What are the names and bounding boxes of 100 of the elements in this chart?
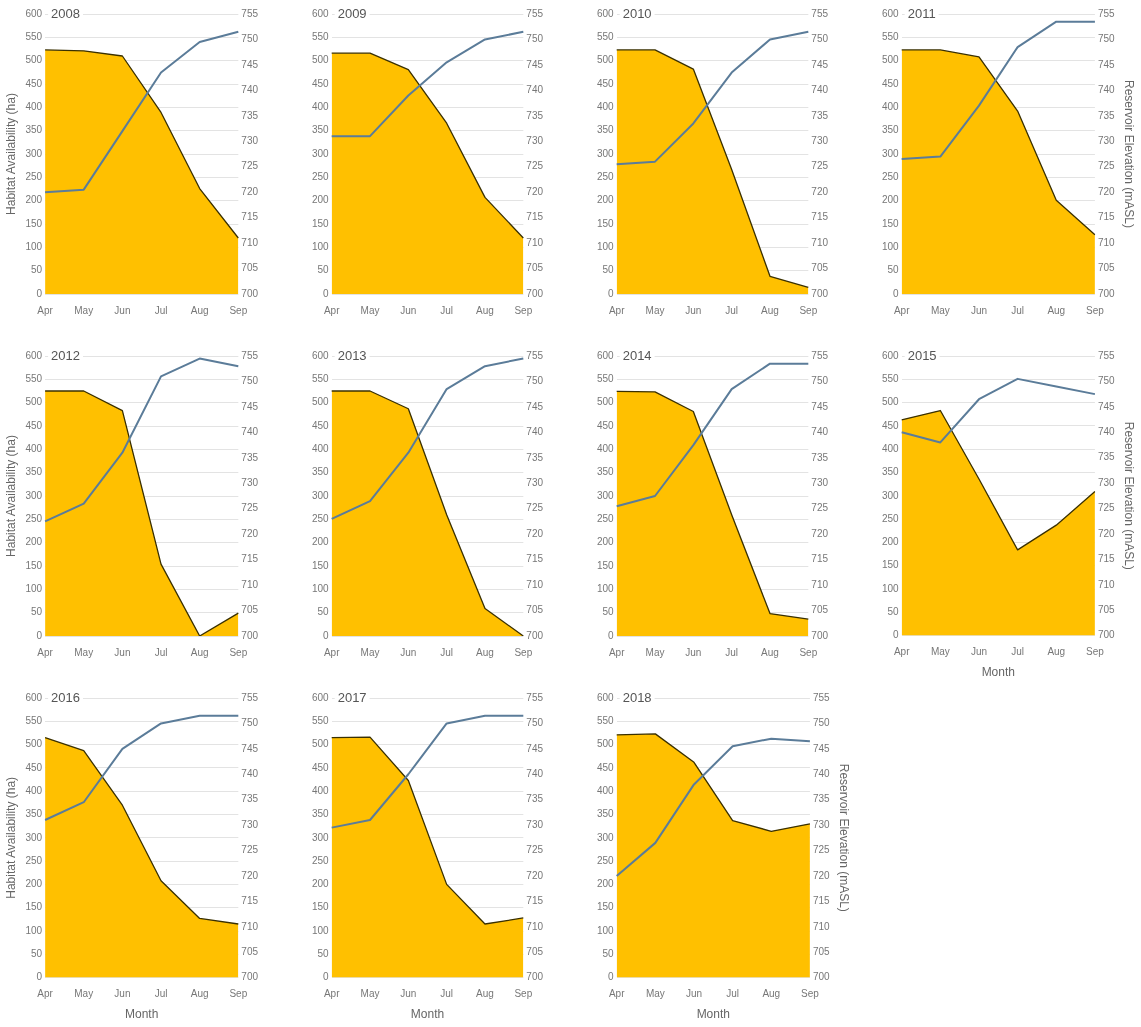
y-tick-label: 250 — [597, 513, 615, 525]
x-tick-label: Sep — [514, 304, 533, 316]
y-tick-label: 450 — [597, 419, 615, 431]
y-tick-label: 600 — [312, 349, 330, 361]
x-tick-label: Jul — [1011, 646, 1025, 658]
x-tick-label: Jun — [970, 304, 988, 316]
y2-tick-label: 730 — [241, 135, 259, 147]
x-tick-label: Sep — [229, 646, 248, 658]
y2-tick-label: 710 — [241, 236, 259, 248]
chart-title: 2014 — [622, 347, 652, 363]
y-tick-label: 300 — [882, 147, 900, 159]
y-tick-label: 550 — [25, 715, 43, 727]
y2-tick-label: 720 — [241, 869, 259, 881]
y-tick-label: 200 — [25, 878, 43, 890]
x-tick-label: Sep — [514, 988, 533, 1000]
y-tick-label: 300 — [312, 489, 330, 501]
y-tick-label: 250 — [312, 513, 330, 525]
x-tick-label: Jun — [685, 646, 702, 658]
y2-tick-label: 740 — [241, 84, 259, 96]
y-tick-label: 100 — [597, 241, 615, 253]
x-tick-label: Apr — [37, 988, 54, 1000]
x-tick-label: May — [74, 646, 94, 658]
y2-tick-label: 740 — [526, 426, 544, 438]
y2-tick-label: 735 — [526, 451, 544, 463]
y-tick-label: 200 — [882, 536, 900, 548]
y2-tick-label: 725 — [526, 844, 544, 856]
y-axis-title: Habitat Availability (ha) — [3, 93, 18, 215]
y-tick-label: 500 — [597, 738, 615, 750]
y2-tick-label: 725 — [526, 160, 544, 172]
x-tick-label: May — [930, 646, 950, 658]
y-tick-label: 400 — [25, 443, 43, 455]
y-tick-label: 600 — [882, 7, 900, 19]
y2-tick-label: 750 — [1097, 375, 1116, 387]
chart-title: 2010 — [622, 5, 652, 21]
x-tick-label: Jul — [726, 988, 740, 1000]
x-tick-label: Sep — [229, 304, 248, 316]
y-tick-label: 500 — [25, 54, 43, 66]
y2-tick-label: 720 — [241, 185, 259, 197]
y2-tick-label: 730 — [811, 135, 829, 147]
y2-tick-label: 730 — [1097, 135, 1116, 147]
y2-tick-label: 705 — [812, 945, 831, 957]
y-tick-label: 500 — [882, 54, 900, 66]
y-tick-label: 200 — [312, 194, 330, 206]
y2-tick-label: 725 — [526, 502, 544, 514]
x-tick-label: Sep — [799, 646, 818, 658]
y2-tick-label: 740 — [1097, 426, 1116, 437]
y-tick-label: 550 — [25, 31, 43, 43]
y2-tick-label: 700 — [1097, 287, 1116, 299]
y-tick-label: 550 — [25, 373, 43, 385]
y-tick-label: 100 — [312, 924, 330, 936]
y2-tick-label: 740 — [526, 768, 544, 779]
y2-tick-label: 740 — [241, 768, 259, 779]
y-tick-label: 150 — [882, 559, 900, 571]
x-tick-label: Sep — [514, 646, 533, 658]
y-tick-label: 450 — [597, 77, 615, 89]
x-axis-title: Month — [410, 1007, 445, 1022]
y2-tick-label: 710 — [811, 236, 829, 248]
y-tick-label: 150 — [25, 217, 43, 229]
y-tick-label: 50 — [317, 264, 330, 276]
y-tick-label: 200 — [25, 536, 43, 548]
y-tick-label: 350 — [25, 124, 43, 136]
chart-title: 2009 — [337, 5, 367, 21]
y2-axis-title: Reservoir Elevation (mASL) — [837, 763, 852, 912]
y2-tick-label: 715 — [241, 895, 259, 907]
y-tick-label: 450 — [312, 419, 330, 431]
y-tick-label: 0 — [893, 629, 900, 641]
x-tick-label: Aug — [190, 304, 209, 316]
x-tick-label: Jun — [114, 304, 131, 316]
y-tick-label: 350 — [882, 124, 900, 136]
y2-tick-label: 730 — [812, 818, 831, 830]
y2-tick-label: 745 — [526, 742, 544, 754]
y-tick-label: 350 — [597, 466, 615, 478]
chart-title: 2015 — [907, 347, 937, 363]
y2-tick-label: 700 — [526, 971, 544, 983]
y2-tick-label: 710 — [1097, 578, 1116, 590]
y2-tick-label: 755 — [1097, 7, 1116, 19]
y2-tick-label: 705 — [241, 604, 259, 616]
y-tick-label: 50 — [887, 264, 900, 276]
y2-tick-label: 730 — [241, 477, 259, 489]
y2-tick-label: 745 — [241, 400, 259, 412]
y-tick-label: 300 — [597, 147, 615, 159]
y2-tick-label: 755 — [812, 691, 831, 703]
y2-tick-label: 725 — [241, 502, 259, 514]
x-tick-label: Sep — [229, 988, 248, 1000]
y-tick-label: 0 — [608, 629, 615, 641]
y-tick-label: 50 — [602, 948, 615, 960]
y-tick-label: 400 — [597, 443, 615, 455]
y-tick-label: 300 — [312, 831, 330, 843]
x-tick-label: Sep — [1086, 304, 1105, 316]
y2-tick-label: 750 — [526, 375, 544, 387]
y2-tick-label: 745 — [526, 58, 544, 70]
y2-tick-label: 715 — [811, 211, 829, 223]
y-tick-label: 450 — [882, 419, 900, 431]
y-tick-label: 100 — [312, 583, 330, 595]
y-tick-label: 50 — [317, 606, 330, 618]
y2-tick-label: 705 — [526, 945, 544, 957]
y2-tick-label: 715 — [526, 211, 544, 223]
y-tick-label: 250 — [25, 854, 43, 866]
y2-tick-label: 720 — [812, 869, 831, 881]
y2-tick-label: 755 — [811, 349, 829, 361]
